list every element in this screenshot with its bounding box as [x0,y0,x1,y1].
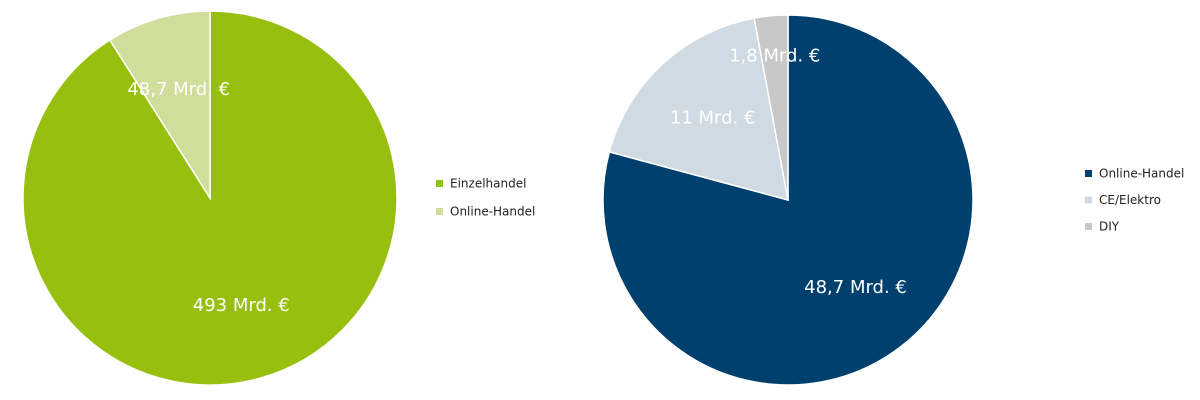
legend-label: DIY [1099,220,1120,234]
legend-swatch [1085,196,1092,204]
legend-label: Online-Handel [1099,167,1184,181]
legend-swatch [436,180,443,187]
value-label: 48,7 Mrd. € [127,79,230,100]
legend-label: CE/Elektro [1099,193,1161,207]
value-label: 11 Mrd. € [670,107,756,128]
legend-swatch [1085,170,1092,177]
value-label: 493 Mrd. € [193,295,290,316]
legend-swatch [436,208,443,215]
legend-label: Online-Handel [450,205,535,219]
legend-label: Einzelhandel [450,177,526,191]
value-label: 1,8 Mrd. € [729,45,820,66]
pie-slice [608,17,789,202]
value-label: 48,7 Mrd. € [804,277,907,298]
legend-swatch [1085,223,1092,230]
pie-slice [108,10,211,201]
pie-slice [753,14,789,201]
